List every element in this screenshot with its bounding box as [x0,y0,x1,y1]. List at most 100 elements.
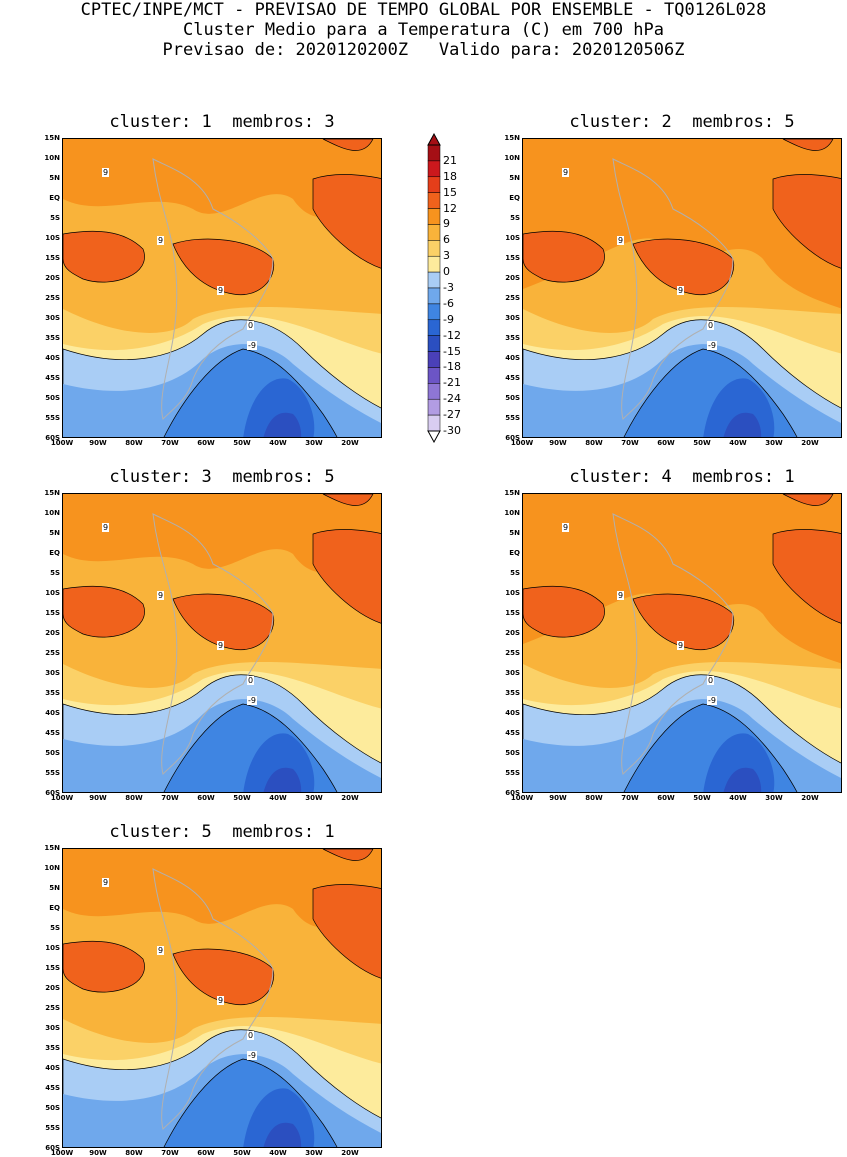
map-panel-4 [522,493,842,793]
colorbar-swatch [427,398,441,416]
temperature-band [322,494,374,506]
colorbar-label: -27 [443,408,461,422]
lat-tick-label: 45S [505,374,520,382]
colorbar-label: 12 [443,201,457,215]
lat-tick-label: 10S [505,589,520,597]
lon-tick-label: 70W [161,439,179,447]
lat-tick-label: 20S [45,629,60,637]
contour-label: -9 [247,696,257,705]
contour-label: -9 [707,696,717,705]
contour-label: 9 [217,641,225,650]
temperature-band [63,585,145,638]
lat-tick-label: 5N [509,529,520,537]
lon-tick-label: 30W [765,794,783,802]
contour-label: 9 [562,523,570,532]
coastline [152,158,274,420]
lon-tick-label: 100W [510,794,534,802]
lon-tick-label: 100W [50,794,74,802]
contour-label: 0 [707,321,715,330]
temperature-band [772,529,841,624]
lon-tick-label: 40W [269,439,287,447]
lon-tick-label: 80W [585,439,603,447]
lat-tick-label: 10S [45,234,60,242]
temperature-band [263,767,302,792]
lat-tick-label: 15S [45,964,60,972]
temperature-band [772,174,841,269]
lat-tick-label: 40S [505,709,520,717]
lat-tick-label: 40S [45,709,60,717]
lat-tick-label: 35S [45,689,60,697]
colorbar [427,133,441,443]
lon-tick-label: 40W [269,1149,287,1157]
lat-tick-label: 30S [505,314,520,322]
contour-label: -9 [247,341,257,350]
lon-tick-label: 70W [621,439,639,447]
lat-tick-label: 55S [505,414,520,422]
colorbar-top-arrow [427,133,441,146]
temperature-band [63,494,381,573]
colorbar-swatch [427,224,441,241]
lat-tick-label: 20S [45,984,60,992]
lat-tick-label: 45S [505,729,520,737]
lat-tick-label: 30S [505,669,520,677]
colorbar-label: -18 [443,360,461,374]
colorbar-swatch [427,383,441,400]
lon-tick-label: 80W [125,794,143,802]
lat-tick-label: 5S [50,214,60,222]
contour-label: -9 [707,341,717,350]
lon-tick-label: 20W [801,794,819,802]
contour-label: 9 [677,286,685,295]
contour-label: -9 [247,1051,257,1060]
lat-tick-label: 60S [45,789,60,797]
lat-tick-label: EQ [49,549,60,557]
lon-tick-label: 30W [305,794,323,802]
coastline [152,513,274,775]
lat-tick-label: 45S [45,1084,60,1092]
colorbar-label: -30 [443,424,461,437]
colorbar-swatch [427,176,441,193]
coastline [612,158,734,420]
colorbar-label: -21 [443,376,461,390]
lat-tick-label: 15N [44,134,60,142]
contour-label: 9 [102,168,110,177]
colorbar-label: -6 [443,296,454,310]
map-field [63,849,381,1147]
temperature-band [172,948,275,1006]
lon-tick-label: 50W [693,794,711,802]
lat-tick-label: EQ [509,549,520,557]
lat-tick-label: 45S [45,374,60,382]
temperature-band [632,238,735,296]
temperature-band [322,139,374,151]
panel-5-title: cluster: 5 membros: 1 [109,822,335,842]
contour-label: 9 [677,641,685,650]
lon-tick-label: 90W [549,794,567,802]
colorbar-swatch [427,303,441,321]
colorbar-swatch [427,271,441,289]
lat-tick-label: 25S [45,649,60,657]
panel-1-title: cluster: 1 membros: 3 [109,112,335,132]
contour-label: 9 [102,878,110,887]
lon-tick-label: 90W [89,794,107,802]
map-field [523,494,841,792]
contour-label: 9 [617,591,625,600]
lat-tick-label: 40S [45,1064,60,1072]
lat-tick-label: 60S [45,1144,60,1152]
lat-tick-label: 5N [49,529,60,537]
lon-tick-label: 30W [305,439,323,447]
lon-tick-label: 90W [89,1149,107,1157]
lon-tick-label: 100W [50,1149,74,1157]
lat-tick-label: 35S [505,334,520,342]
lat-tick-label: 55S [505,769,520,777]
lat-tick-label: 25S [505,649,520,657]
temperature-band [63,940,145,993]
lat-tick-label: 25S [45,294,60,302]
lat-tick-label: 15N [44,489,60,497]
contour-label: 0 [707,676,715,685]
temperature-band [312,884,381,979]
colorbar-swatch [427,255,441,273]
lat-tick-label: 55S [45,1124,60,1132]
lon-tick-label: 60W [657,439,675,447]
lon-tick-label: 60W [197,439,215,447]
colorbar-label: -24 [443,392,461,406]
colorbar-label: -9 [443,312,454,326]
